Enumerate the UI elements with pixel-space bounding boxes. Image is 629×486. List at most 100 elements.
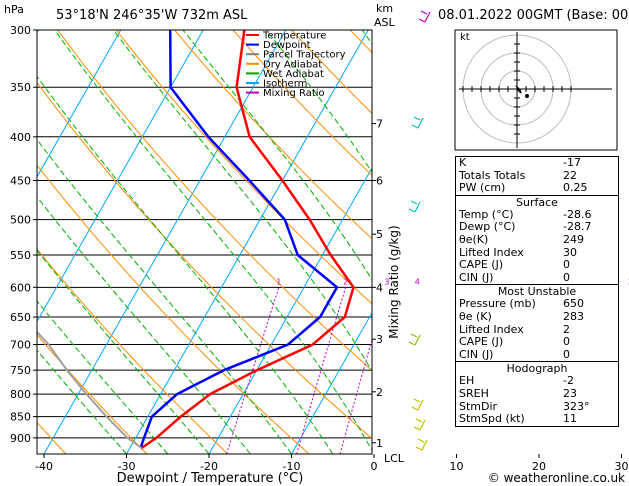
hodograph-kt-label: kt: [460, 32, 470, 43]
temperature-tick-label: -10: [283, 460, 301, 473]
temperature-tick-label: 30: [615, 460, 629, 473]
index-label: Lifted Index: [459, 245, 524, 259]
wet-adiabat-line: [265, 30, 372, 174]
index-row: CIN (J) 0: [456, 347, 618, 362]
index-label: Totals Totals: [459, 168, 526, 182]
hodograph-indices-section: Hodograph EH -2 SREH 23 StmDir 323° StmSpd (kt…: [456, 361, 618, 425]
index-value: 0: [563, 258, 570, 272]
pressure-tick-label: 450: [10, 175, 31, 188]
sounding-series: [37, 30, 355, 450]
wet-adiabat-line: [37, 349, 127, 454]
index-label: Pressure (mb): [459, 297, 536, 311]
hodograph-indices-title: Hodograph: [506, 362, 568, 376]
height-tick-label: 3: [376, 333, 383, 346]
index-label: StmSpd (kt): [459, 412, 525, 426]
index-row: EH -2: [456, 375, 618, 388]
pressure-tick-label: 350: [10, 81, 31, 94]
x-axis-title: Dewpoint / Temperature (°C): [117, 471, 304, 486]
index-value: 323°: [563, 399, 590, 413]
dry-adiabat-line: [37, 81, 372, 440]
index-value: 11: [563, 412, 577, 426]
wind-barb-icon: [418, 10, 431, 23]
location-label: 53°18'N 246°35'W 732m ASL: [56, 8, 248, 23]
most-unstable-section: Most Unstable Pressure (mb) 650 θe (K) 283 L…: [456, 284, 618, 361]
most-unstable-title: Most Unstable: [497, 285, 577, 299]
series-parcel-trajectory: [37, 330, 143, 449]
index-row: Lifted Index 2: [456, 322, 618, 337]
wet-adiabat-line: [37, 196, 251, 454]
pressure-tick-label: 850: [10, 411, 31, 424]
index-row: θe(K) 249: [456, 232, 618, 247]
index-value: 249: [563, 232, 584, 246]
height-tick-label: 4: [376, 281, 383, 294]
indices-panel: K -17 Totals Totals 22 PW (cm) 0.25 Surface T…: [455, 156, 619, 427]
index-row: Dewp (°C) -28.7: [456, 221, 618, 234]
wet-adiabat-line: [37, 75, 334, 454]
storm-motion-marker: [525, 94, 529, 98]
wind-barb-icon: [408, 200, 421, 213]
temperature-tick-label: -40: [35, 460, 53, 473]
index-label: Temp (°C): [459, 207, 514, 221]
wet-adiabat-line: [182, 30, 372, 281]
index-label: CAPE (J): [459, 258, 504, 272]
hodograph-ticks: [462, 43, 572, 135]
datetime-label: 08.01.2022 00GMT (Base: 00): [438, 8, 629, 23]
index-value: -28.7: [563, 220, 592, 234]
series-temperature: [140, 30, 355, 450]
index-row: SREH 23: [456, 386, 618, 401]
pressure-tick-label: 300: [10, 24, 31, 37]
dry-adiabat-line: [174, 30, 372, 240]
wet-adiabat-line: [54, 30, 372, 452]
index-row: Lifted Index 30: [456, 245, 618, 260]
series-dewpoint: [139, 30, 339, 449]
mixing-ratio-line: [339, 337, 372, 454]
isotherm-line: [37, 30, 204, 323]
dry-adiabat-line: [37, 164, 310, 454]
temperature-tick-label: 20: [532, 460, 546, 473]
mixing-ratio-line: [296, 287, 347, 454]
index-label: SREH: [459, 386, 489, 400]
legend-label: Wet Adiabat: [263, 69, 324, 80]
wind-barbs: [408, 10, 431, 451]
index-row: CIN (J) 0: [456, 271, 618, 285]
index-row: PW (cm) 0.25: [456, 182, 618, 195]
height-tick-label: 2: [376, 386, 383, 399]
legend-label: Mixing Ratio: [263, 88, 325, 99]
isotherm-line: [208, 167, 372, 454]
index-row: θe (K) 283: [456, 310, 618, 324]
pressure-tick-label: 750: [10, 364, 31, 377]
legend-label: Dry Adiabat: [263, 59, 322, 70]
surface-section: Surface Temp (°C) -28.6 Dewp (°C) -28.7 θe(K…: [456, 194, 618, 285]
dry-adiabat-line: [37, 334, 148, 454]
pressure-tick-label: 700: [10, 339, 31, 352]
index-value: 650: [563, 297, 584, 311]
legend-label: Isotherm: [263, 79, 307, 90]
index-label: PW (cm): [459, 181, 506, 195]
isotherm-line: [43, 30, 287, 454]
legend-label: Parcel Trajectory: [263, 50, 346, 61]
index-value: 30: [563, 245, 577, 259]
temperature-tick-label: -30: [118, 460, 136, 473]
height-tick-label: 6: [376, 175, 383, 188]
index-value: 0: [563, 347, 570, 361]
mixing-ratio-label: 25: [628, 277, 629, 286]
isotherm-line: [37, 30, 122, 178]
index-label: θe(K): [459, 232, 489, 246]
mixing-ratio-label: 3: [384, 277, 389, 286]
temperature-axis: -40 -30 -20 -10 0 10 20 30: [35, 454, 629, 473]
wet-adiabat-line: [37, 138, 292, 454]
index-label: Lifted Index: [459, 322, 524, 336]
isotherm-line: [622, 30, 629, 454]
pressure-axis: 300 350 400 450 500 550 600 650 700 750 800 850 900: [10, 24, 37, 445]
index-value: -17: [563, 156, 581, 169]
legend-label: Temperature: [262, 31, 326, 42]
mixing-ratio-label: 4: [415, 277, 420, 286]
surface-title: Surface: [516, 195, 558, 209]
index-label: K: [459, 156, 467, 169]
mixing-ratio-label: 1: [276, 277, 281, 286]
wind-barb-icon: [415, 438, 428, 451]
index-value: 0.25: [563, 181, 588, 195]
index-value: 22: [563, 168, 577, 182]
